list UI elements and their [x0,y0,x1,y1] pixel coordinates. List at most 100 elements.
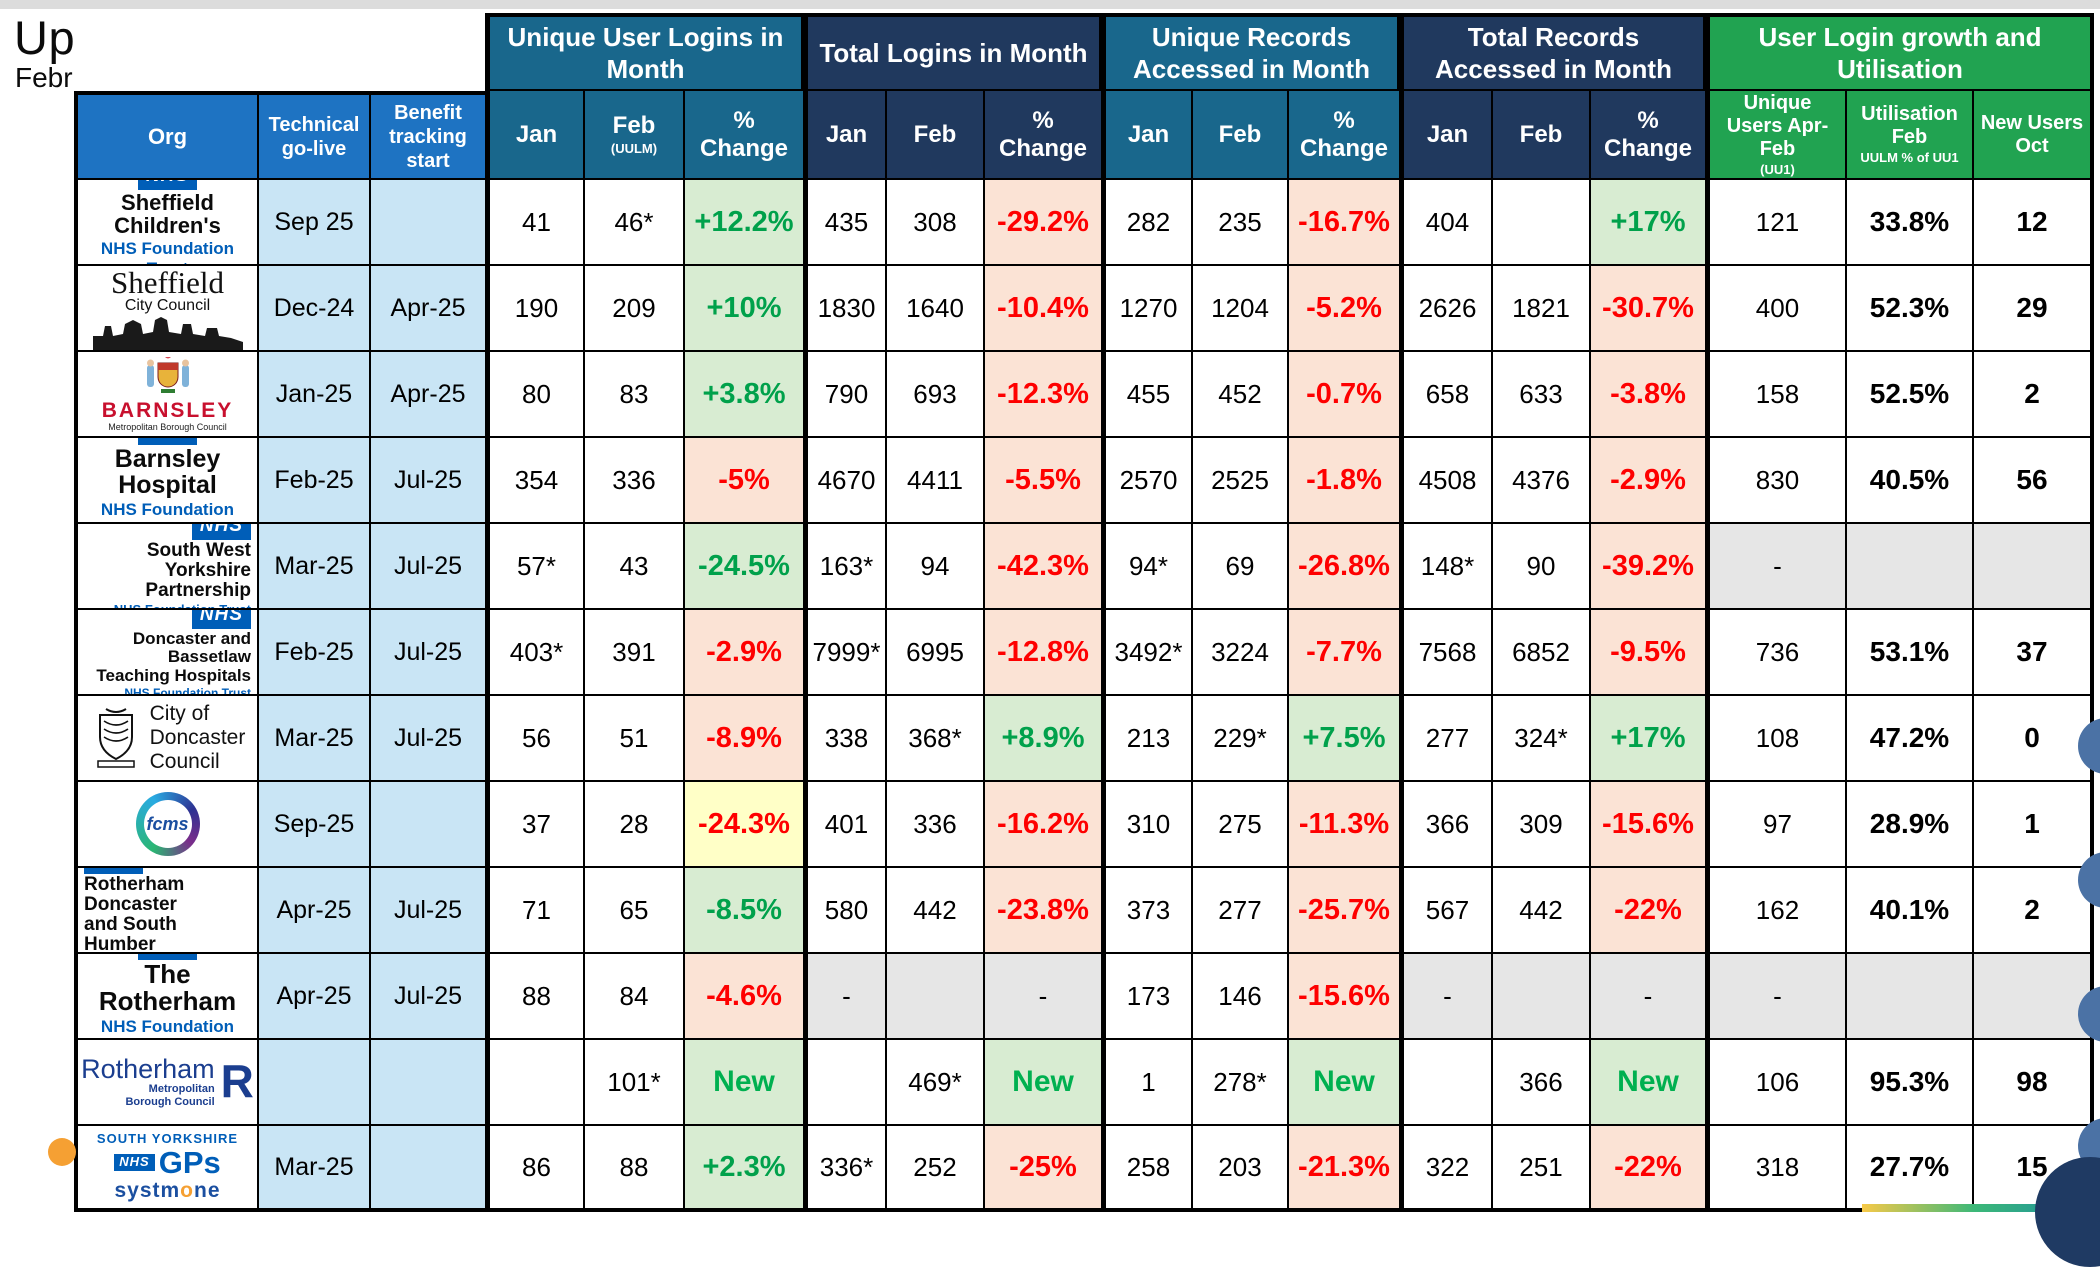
technical-golive-cell: Sep-25 [259,782,371,868]
data-cell: 94* [1101,524,1193,610]
column-header-utilisation: Utilisation Feb UULM % of UU1 [1847,91,1974,180]
nhs-logo: NHS [137,954,198,961]
data-cell: New [685,1040,803,1126]
data-cell: 1 [1974,782,2094,868]
benefit-start-cell [371,180,485,266]
data-cell: -5.5% [985,438,1101,524]
data-cell: 95.3% [1847,1040,1974,1126]
data-cell: 2 [1974,352,2094,438]
data-cell: 309 [1493,782,1591,868]
data-cell: 4670 [803,438,887,524]
data-cell: 322 [1399,1126,1493,1212]
data-cell: -39.2% [1591,524,1705,610]
utilisation-note: UULM % of UU1 [1860,150,1959,166]
data-cell: 633 [1493,352,1591,438]
data-cell: 442 [1493,868,1591,954]
data-cell: 251 [1493,1126,1591,1212]
data-cell: -3.8% [1591,352,1705,438]
benefit-start-cell [371,782,485,868]
column-header-ur-pct: % Change [1289,91,1399,180]
feb-label: Feb [612,112,656,140]
data-cell: 108 [1705,696,1847,782]
column-header-tr-jan: Jan [1399,91,1493,180]
orange-dot-decoration [48,1138,76,1166]
org-name: South West [146,539,251,561]
org-name-line: Doncaster [149,725,246,749]
benefit-start-cell: Apr-25 [371,266,485,352]
data-cell: 146 [1193,954,1289,1040]
column-header-ur-feb: Feb [1193,91,1289,180]
data-cell: -16.7% [1289,180,1399,266]
data-cell: -0.7% [1289,352,1399,438]
org-cell: NHS South West Yorkshire Partnership NHS Fo… [74,524,259,610]
group-header-total-logins: Total Logins in Month [803,13,1101,91]
data-cell: 83 [585,352,685,438]
data-cell: -23.8% [985,868,1101,954]
data-cell: 28 [585,782,685,868]
data-cell: 252 [887,1126,985,1212]
data-cell: - [803,954,887,1040]
data-cell: 308 [887,180,985,266]
technical-golive-cell: Dec-24 [259,266,371,352]
data-cell: 277 [1193,868,1289,954]
systmone-part: o [180,1179,194,1202]
technical-golive-cell: Mar-25 [259,696,371,782]
data-cell: 53.1% [1847,610,1974,696]
benefit-start-cell [371,1040,485,1126]
data-cell: 203 [1193,1126,1289,1212]
data-cell: - [1705,954,1847,1040]
data-cell: +8.9% [985,696,1101,782]
column-header-tl-jan: Jan [803,91,887,180]
top-gray-strip [0,0,2100,9]
data-cell: 693 [887,352,985,438]
data-cell: -22% [1591,1126,1705,1212]
benefit-start-cell: Jul-25 [371,696,485,782]
data-cell: 40.5% [1847,438,1974,524]
data-cell: -25.7% [1289,868,1399,954]
technical-golive-cell: Feb-25 [259,438,371,524]
data-cell: -29.2% [985,180,1101,266]
nhs-logo: NHS [191,524,251,540]
fcms-logo-inner [143,800,192,848]
data-cell: -5% [685,438,803,524]
data-cell: 69 [1193,524,1289,610]
column-header-benefit-tracking: Benefit tracking start [371,91,485,180]
data-cell: 121 [1705,180,1847,266]
data-cell: 442 [887,868,985,954]
data-cell: 2525 [1193,438,1289,524]
rotherham-r-logo: R [220,1055,254,1108]
data-cell [485,1040,585,1126]
nhs-logo: NHS [137,438,198,446]
data-cell: 452 [1193,352,1289,438]
column-header-new-users: New Users Oct [1974,91,2094,180]
org-cell: BARNSLEY Metropolitan Borough Council [74,352,259,438]
data-cell [1493,954,1591,1040]
group-header-total-records: Total Records Accessed in Month [1399,13,1705,91]
data-cell: 403* [485,610,585,696]
data-cell: 1204 [1193,266,1289,352]
nhs-logo: NHS [137,180,198,191]
data-cell: 4376 [1493,438,1591,524]
data-cell: 37 [1974,610,2094,696]
org-name: fcms [146,813,189,834]
technical-golive-cell: Mar-25 [259,1126,371,1212]
data-cell: -8.5% [685,868,803,954]
data-cell: 148* [1399,524,1493,610]
data-cell: 336 [585,438,685,524]
data-cell: 736 [1705,610,1847,696]
technical-golive-cell: Apr-25 [259,868,371,954]
data-cell: -2.9% [1591,438,1705,524]
data-cell [1399,1040,1493,1126]
data-cell: 56 [485,696,585,782]
data-cell: +10% [685,266,803,352]
group-header-unique-user-logins: Unique User Logins in Month [485,13,803,91]
blue-bump-decoration [2078,852,2100,908]
data-cell: +17% [1591,696,1705,782]
data-cell: 3224 [1193,610,1289,696]
data-cell: 90 [1493,524,1591,610]
org-cell: City of Doncaster Council [74,696,259,782]
uptake-adoption-table: Unique User Logins in Month Total Logins… [74,13,2094,1212]
data-cell: -25% [985,1126,1101,1212]
data-cell: 469* [887,1040,985,1126]
